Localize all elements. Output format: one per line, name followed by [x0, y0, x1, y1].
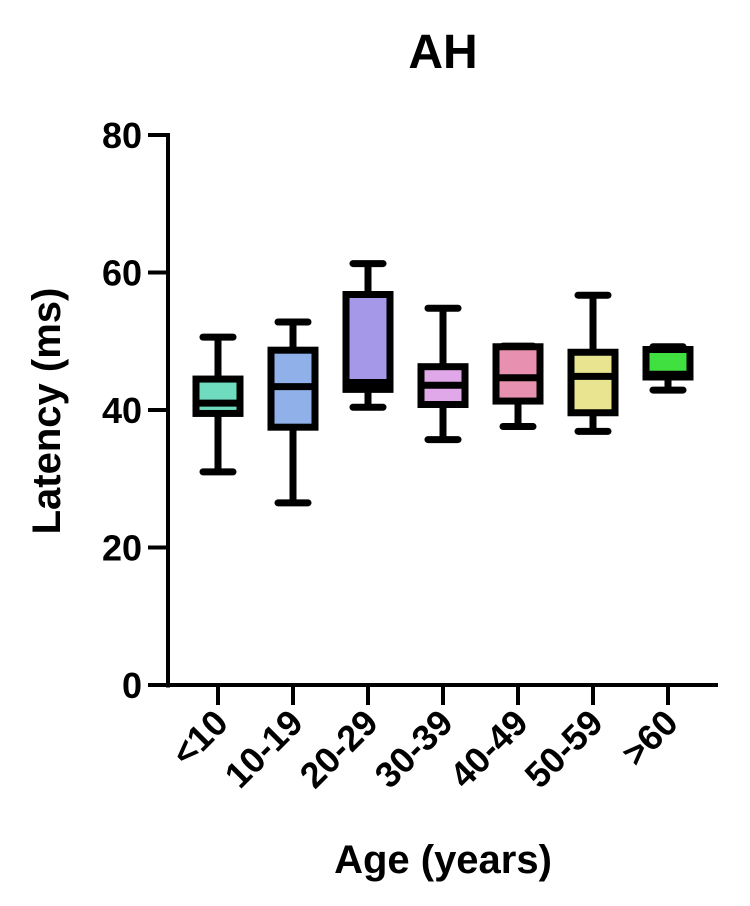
box-series [192, 260, 694, 507]
x-axis-label: Age (years) [334, 838, 552, 882]
box-10-19 [267, 318, 319, 507]
box--10 [192, 333, 244, 476]
y-tick-label: 20 [102, 528, 142, 569]
y-axis-label: Latency (ms) [25, 288, 69, 535]
x-tick-label: 40-49 [442, 702, 536, 796]
box-40-49 [492, 342, 544, 430]
chart-title: AH [408, 26, 477, 79]
x-tick-label: 50-59 [517, 702, 611, 796]
box-20-29 [342, 260, 394, 411]
box-30-39 [417, 304, 469, 444]
y-axis: 0 20 40 60 80 [102, 115, 170, 706]
y-tick-label: 40 [102, 390, 142, 431]
y-tick-label: 0 [122, 665, 142, 706]
y-tick-label: 60 [102, 253, 142, 294]
x-tick-label: >60 [613, 702, 685, 774]
x-tick-label: 10-19 [217, 702, 311, 796]
box-50-59 [567, 291, 619, 435]
box--60 [642, 343, 694, 394]
x-tick-label: 20-29 [292, 702, 386, 796]
y-tick-label: 80 [102, 115, 142, 156]
x-tick-label: 30-39 [367, 702, 461, 796]
